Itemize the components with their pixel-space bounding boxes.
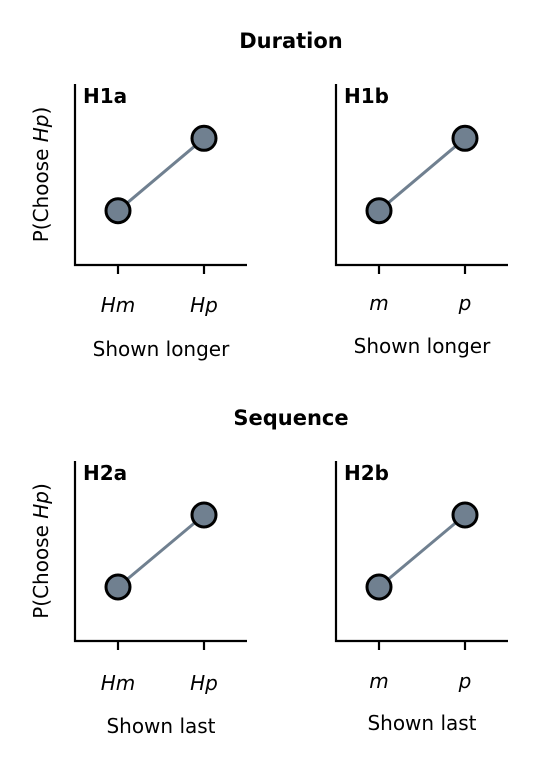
panel-label: H1b [344, 84, 389, 108]
series-line [378, 137, 466, 212]
axes [73, 461, 247, 643]
x-tick-label: p [458, 291, 472, 315]
panel-h2b: m p Shown last H2b [334, 461, 508, 735]
panel-h2a: Hm Hp Shown last P(Choose Hp) H2a [29, 461, 247, 738]
x-tick-label: Hm [101, 293, 136, 317]
panel-label: H2b [344, 461, 389, 485]
x-tick-label: m [369, 291, 388, 315]
section-title-sequence: Sequence [233, 406, 348, 430]
data-point-m [365, 573, 393, 601]
y-axis-label: P(Choose Hp) [29, 483, 53, 619]
x-tick-label: p [458, 669, 472, 693]
x-axis-label: Shown longer [93, 337, 230, 361]
data-point-hp [190, 124, 218, 152]
panel-h1a: Hm Hp Shown longer P(Choose Hp) H1a [29, 84, 247, 361]
panel-label: H1a [83, 84, 127, 108]
data-point-p [451, 501, 479, 529]
data-point-hm [104, 197, 132, 225]
x-tick-label: Hp [190, 671, 218, 695]
panels: Hm Hp Shown longer P(Choose Hp) H1a m p Shown l… [29, 84, 508, 738]
series-line [378, 513, 466, 589]
x-tick-label: Hm [101, 671, 136, 695]
x-axis-label: Shown last [367, 711, 476, 735]
data-point-hp [190, 501, 218, 529]
panel-label: H2a [83, 461, 127, 485]
panel-h1b: m p Shown longer H1b [334, 84, 508, 358]
axes [73, 84, 247, 267]
axes [334, 84, 508, 267]
data-point-m [365, 197, 393, 225]
x-tick-label: Hp [190, 293, 218, 317]
data-point-hm [104, 573, 132, 601]
y-axis-label: P(Choose Hp) [29, 107, 53, 243]
series-line [117, 513, 205, 589]
section-title-duration: Duration [239, 29, 343, 53]
data-point-p [451, 124, 479, 152]
x-tick-label: m [369, 669, 388, 693]
x-axis-label: Shown longer [354, 334, 491, 358]
series-line [117, 137, 205, 212]
x-axis-label: Shown last [106, 714, 215, 738]
axes [334, 461, 508, 643]
